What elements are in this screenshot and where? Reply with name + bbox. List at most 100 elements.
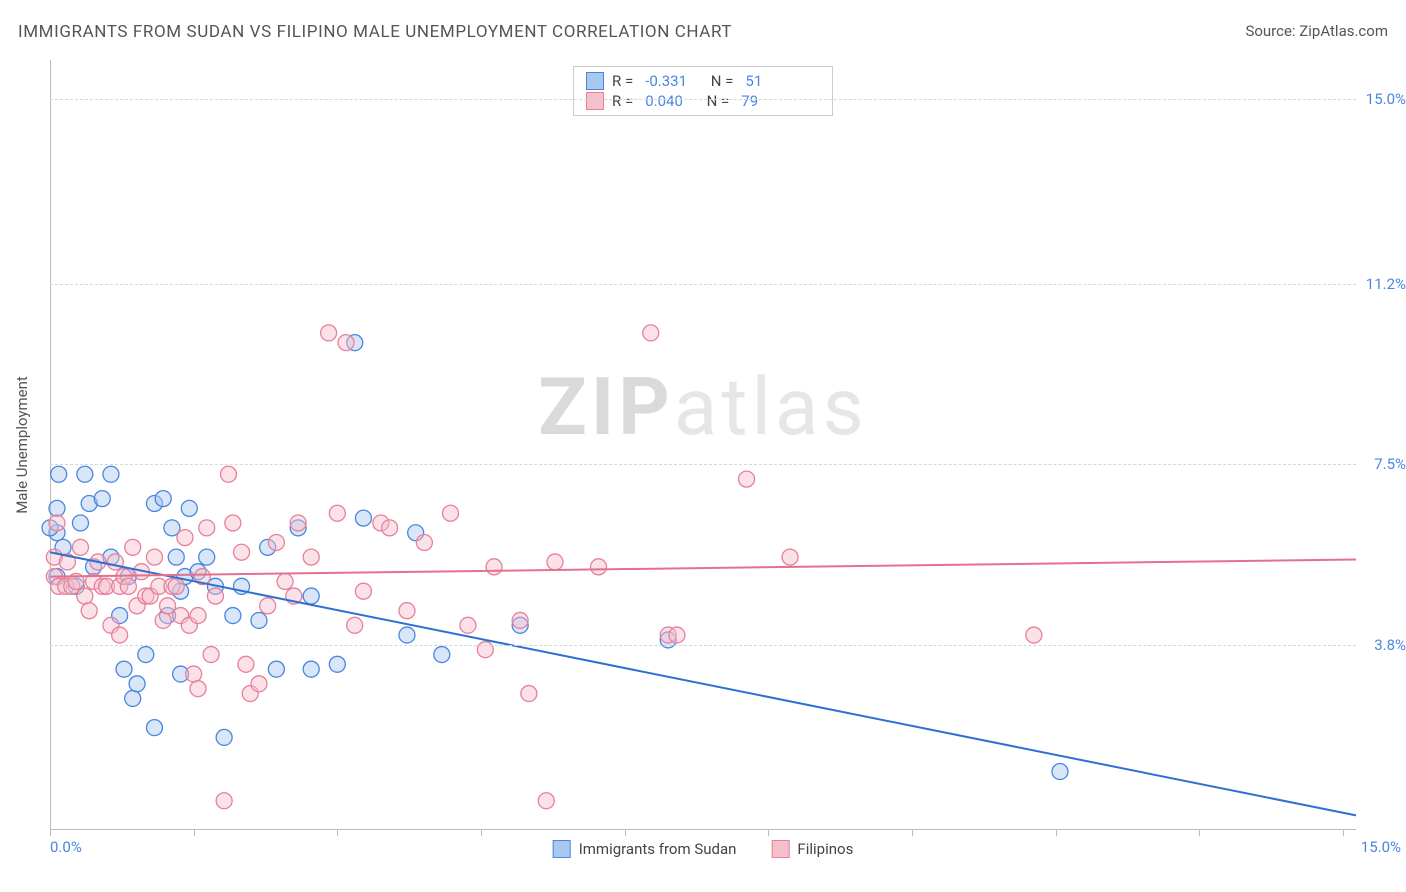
- data-point-sudan: [146, 720, 162, 736]
- gridline: [50, 99, 1356, 100]
- gridline: [50, 645, 1356, 646]
- data-point-filipinos: [207, 588, 223, 604]
- data-point-sudan: [355, 510, 371, 526]
- data-point-filipinos: [277, 573, 293, 589]
- data-point-filipinos: [338, 335, 354, 351]
- data-point-sudan: [77, 466, 93, 482]
- data-point-filipinos: [216, 793, 232, 809]
- data-point-filipinos: [538, 793, 554, 809]
- data-point-filipinos: [547, 554, 563, 570]
- data-point-sudan: [1052, 764, 1068, 780]
- scatter-svg: [50, 60, 1356, 830]
- legend-n-label: N =: [711, 72, 734, 90]
- trend-line-sudan: [50, 552, 1356, 815]
- data-point-sudan: [49, 500, 65, 516]
- data-point-filipinos: [190, 681, 206, 697]
- data-point-filipinos: [460, 617, 476, 633]
- data-point-filipinos: [120, 578, 136, 594]
- data-point-sudan: [129, 676, 145, 692]
- legend-r-filipinos: 0.040: [645, 92, 683, 110]
- legend-n-sudan: 51: [745, 72, 762, 90]
- legend-top-row-sudan: R = -0.331 N = 51: [586, 71, 820, 91]
- data-point-filipinos: [591, 559, 607, 575]
- plot-area: ZIPatlas Male Unemployment 0.0% 15.0% R …: [50, 60, 1356, 830]
- data-point-sudan: [103, 466, 119, 482]
- legend-r-label: R =: [612, 92, 633, 110]
- data-point-filipinos: [512, 612, 528, 628]
- data-point-filipinos: [220, 466, 236, 482]
- source-prefix: Source:: [1245, 22, 1299, 40]
- chart-container: ZIPatlas Male Unemployment 0.0% 15.0% R …: [50, 60, 1356, 830]
- data-point-filipinos: [112, 627, 128, 643]
- data-point-sudan: [251, 612, 267, 628]
- x-tick: [194, 830, 195, 836]
- data-point-filipinos: [382, 520, 398, 536]
- data-point-sudan: [51, 466, 67, 482]
- y-axis-title: Male Unemployment: [13, 376, 31, 514]
- series-label-sudan: Immigrants from Sudan: [579, 840, 737, 858]
- source-label: Source: ZipAtlas.com: [1245, 22, 1388, 40]
- data-point-filipinos: [521, 686, 537, 702]
- x-tick: [1343, 830, 1344, 836]
- data-point-filipinos: [443, 505, 459, 521]
- data-point-sudan: [168, 549, 184, 565]
- legend-swatch-sudan: [586, 72, 604, 90]
- data-point-filipinos: [238, 656, 254, 672]
- data-point-sudan: [181, 500, 197, 516]
- legend-top: R = -0.331 N = 51 R = 0.040 N = 79: [573, 66, 833, 116]
- chart-title: IMMIGRANTS FROM SUDAN VS FILIPINO MALE U…: [18, 22, 732, 42]
- data-point-filipinos: [416, 534, 432, 550]
- data-point-sudan: [72, 515, 88, 531]
- data-point-sudan: [399, 627, 415, 643]
- data-point-filipinos: [303, 549, 319, 565]
- data-point-filipinos: [347, 617, 363, 633]
- gridline: [50, 464, 1356, 465]
- data-point-filipinos: [268, 534, 284, 550]
- legend-top-row-filipinos: R = 0.040 N = 79: [586, 91, 820, 111]
- x-tick: [912, 830, 913, 836]
- data-point-filipinos: [155, 612, 171, 628]
- x-tick: [768, 830, 769, 836]
- data-point-filipinos: [234, 544, 250, 560]
- data-point-sudan: [268, 661, 284, 677]
- data-point-filipinos: [77, 588, 93, 604]
- data-point-sudan: [94, 491, 110, 507]
- data-point-sudan: [125, 690, 141, 706]
- legend-r-sudan: -0.331: [645, 72, 687, 90]
- data-point-filipinos: [146, 549, 162, 565]
- x-origin-label: 0.0%: [50, 838, 82, 856]
- legend-swatch-sudan: [553, 840, 571, 858]
- data-point-sudan: [199, 549, 215, 565]
- source-name: ZipAtlas.com: [1299, 22, 1388, 40]
- data-point-sudan: [303, 588, 319, 604]
- x-tick: [625, 830, 626, 836]
- data-point-filipinos: [739, 471, 755, 487]
- data-point-filipinos: [107, 554, 123, 570]
- trend-line-filipinos: [50, 560, 1356, 577]
- data-point-filipinos: [72, 539, 88, 555]
- data-point-filipinos: [81, 603, 97, 619]
- x-tick: [481, 830, 482, 836]
- data-point-filipinos: [399, 603, 415, 619]
- data-point-sudan: [329, 656, 345, 672]
- legend-bottom-item-sudan: Immigrants from Sudan: [553, 840, 737, 858]
- data-point-filipinos: [49, 515, 65, 531]
- data-point-filipinos: [329, 505, 345, 521]
- x-tick: [337, 830, 338, 836]
- data-point-sudan: [216, 729, 232, 745]
- gridline: [50, 284, 1356, 285]
- legend-n-label: N =: [707, 92, 730, 110]
- data-point-sudan: [116, 661, 132, 677]
- data-point-sudan: [225, 608, 241, 624]
- series-label-filipinos: Filipinos: [797, 840, 853, 858]
- x-max-label: 15.0%: [1341, 838, 1401, 856]
- data-point-filipinos: [177, 530, 193, 546]
- legend-bottom: Immigrants from Sudan Filipinos: [553, 840, 854, 858]
- data-point-sudan: [434, 647, 450, 663]
- data-point-sudan: [138, 647, 154, 663]
- data-point-filipinos: [355, 583, 371, 599]
- data-point-filipinos: [321, 325, 337, 341]
- data-point-filipinos: [782, 549, 798, 565]
- legend-r-label: R =: [612, 72, 633, 90]
- x-tick: [1199, 830, 1200, 836]
